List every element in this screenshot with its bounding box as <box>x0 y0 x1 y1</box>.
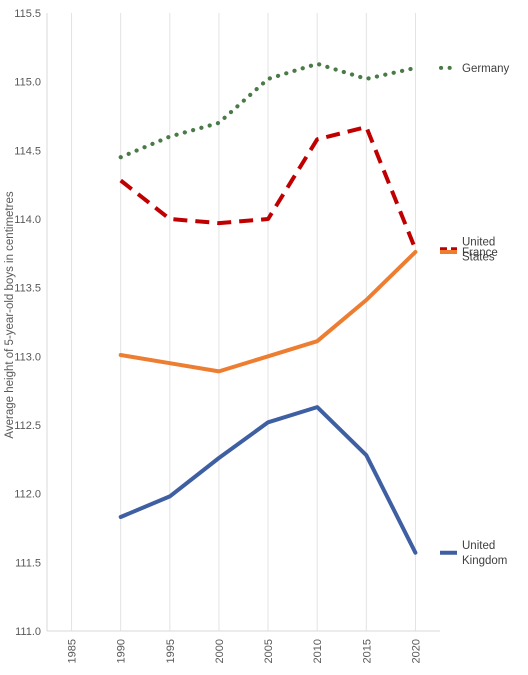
x-tick-label: 2000 <box>214 639 226 663</box>
x-tick-label: 2020 <box>410 639 422 663</box>
y-tick-label: 115.0 <box>14 77 41 89</box>
y-tick-label: 112.5 <box>14 420 41 432</box>
gridlines <box>71 13 416 631</box>
series-line-united-states <box>119 125 418 250</box>
y-tick-label: 113.5 <box>14 283 41 295</box>
series-lines <box>118 61 418 555</box>
legend-label: France <box>462 247 498 259</box>
legend-label: Kingdom <box>462 555 507 567</box>
y-tick-label: 114.5 <box>14 145 41 157</box>
legend-label: Germany <box>462 63 510 75</box>
x-tick-label: 2005 <box>263 639 275 663</box>
y-tick-label: 111.5 <box>15 557 41 569</box>
series-line-united-kingdom <box>118 405 418 555</box>
x-tick-label: 1990 <box>116 639 128 663</box>
y-tick-labels: 111.0 111.5 112.0 112.5 113.0 113.5 114.0 114.5… <box>14 8 41 638</box>
y-tick-label: 113.0 <box>14 351 41 363</box>
x-tick-label: 1985 <box>67 639 79 663</box>
legend-label: States <box>462 252 495 264</box>
series-line-france <box>118 250 418 374</box>
y-tick-label: 115.5 <box>14 8 41 20</box>
y-axis-title: Average height of 5-year-old boys in cen… <box>4 191 16 438</box>
x-tick-labels: 1985 1990 1995 2000 2005 2010 2015 2020 <box>67 639 423 663</box>
y-tick-label: 112.0 <box>14 489 41 501</box>
x-tick-label: 2010 <box>312 639 324 663</box>
legend-label: United <box>462 540 495 552</box>
series-line-germany <box>118 61 418 160</box>
axes <box>46 13 440 632</box>
legend-label: United <box>462 237 495 249</box>
x-tick-label: 2015 <box>361 639 373 663</box>
y-tick-label: 111.0 <box>15 626 41 638</box>
y-tick-label: 114.0 <box>14 214 41 226</box>
x-tick-label: 1995 <box>165 639 177 663</box>
